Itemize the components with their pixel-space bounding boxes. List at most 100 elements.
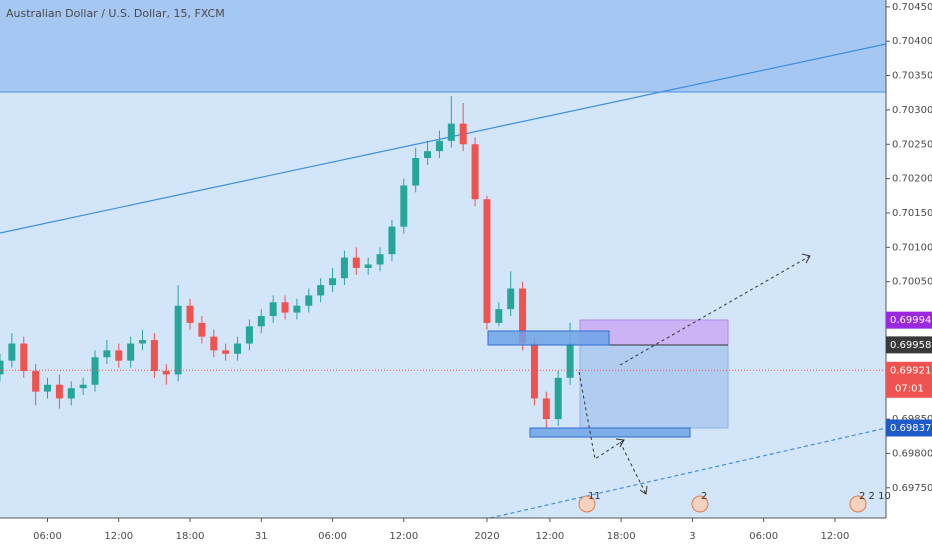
y-tick-label: 0.70050 bbox=[892, 277, 932, 288]
candle-body bbox=[459, 123, 467, 145]
candle-body bbox=[139, 340, 147, 344]
x-tick-label: 31 bbox=[255, 531, 268, 542]
candles bbox=[0, 96, 574, 430]
countdown: 07:01 bbox=[895, 383, 924, 394]
projection-path bbox=[619, 255, 811, 366]
y-tick-label: 0.70300 bbox=[892, 105, 932, 116]
x-tick-label: 12:00 bbox=[535, 531, 564, 542]
candle-body bbox=[281, 302, 289, 313]
arrow-head bbox=[801, 253, 811, 264]
projection-path bbox=[619, 441, 647, 495]
candle-body bbox=[340, 257, 348, 279]
candle-body bbox=[483, 199, 491, 323]
y-tick-label: 0.70100 bbox=[892, 242, 932, 253]
candle-body bbox=[32, 370, 40, 392]
price-tag-label: 0.69837 bbox=[890, 423, 931, 434]
y-tick-label: 0.70150 bbox=[892, 208, 932, 219]
candle-body bbox=[174, 305, 182, 375]
candle-body bbox=[495, 309, 503, 323]
candle-body bbox=[542, 398, 550, 420]
projection-arrows bbox=[578, 255, 811, 495]
event-badge bbox=[691, 495, 709, 513]
event-count: 2 bbox=[701, 491, 707, 502]
y-tick-label: 0.70200 bbox=[892, 174, 932, 185]
candle-body bbox=[376, 254, 384, 265]
price-axis-bg bbox=[886, 0, 932, 550]
candle-body bbox=[20, 343, 28, 371]
candle-body bbox=[44, 384, 52, 392]
candle-body bbox=[150, 340, 158, 371]
candle-body bbox=[424, 151, 432, 159]
candle-body bbox=[8, 343, 16, 361]
price-tag-label: 0.69994 bbox=[890, 315, 931, 326]
candle-body bbox=[245, 326, 253, 344]
candle-body bbox=[554, 377, 562, 420]
price-tag bbox=[886, 419, 932, 437]
candle-body bbox=[388, 226, 396, 255]
x-tick-label: 12:00 bbox=[821, 531, 850, 542]
candle-body bbox=[269, 302, 277, 317]
candle-body bbox=[222, 350, 230, 354]
candle-body bbox=[115, 350, 123, 361]
y-tick-label: 0.70350 bbox=[892, 71, 932, 82]
candle-body bbox=[352, 257, 360, 268]
y-tick-label: 0.70450 bbox=[892, 2, 932, 13]
x-tick-label: 06:00 bbox=[318, 531, 347, 542]
time-axis-bg bbox=[0, 518, 932, 550]
candle-body bbox=[79, 384, 87, 389]
supply-box bbox=[487, 330, 610, 346]
y-tick-label: 0.69750 bbox=[892, 483, 932, 494]
candle-body bbox=[186, 305, 194, 323]
candle-body bbox=[305, 295, 313, 306]
lower-trend-line bbox=[489, 427, 887, 519]
channel-zone bbox=[0, 92, 886, 518]
candle-body bbox=[55, 384, 63, 399]
candle-body bbox=[447, 123, 455, 141]
arrow-heads bbox=[615, 253, 811, 495]
arrow-head bbox=[639, 485, 648, 495]
candle-body bbox=[210, 336, 218, 351]
candle-body bbox=[198, 322, 206, 337]
arrow-head bbox=[615, 438, 625, 448]
event-badge bbox=[849, 495, 867, 513]
candle-body bbox=[257, 316, 265, 327]
x-tick-label: 18:00 bbox=[607, 531, 636, 542]
candle-body bbox=[162, 370, 170, 375]
candle-body bbox=[435, 140, 443, 152]
candle-body bbox=[67, 388, 75, 399]
event-count: 11 bbox=[588, 491, 601, 502]
candle-body bbox=[103, 350, 111, 358]
x-tick-label: 06:00 bbox=[33, 531, 62, 542]
price-tag-label: 0.69958 bbox=[890, 340, 931, 351]
x-tick-label: 12:00 bbox=[104, 531, 133, 542]
candle-body bbox=[317, 285, 325, 296]
price-tag bbox=[886, 336, 932, 354]
demand-box bbox=[529, 427, 691, 438]
candle-body bbox=[234, 343, 242, 354]
candle-body bbox=[91, 357, 99, 385]
y-tick-label: 0.70250 bbox=[892, 139, 932, 150]
candle-body bbox=[400, 185, 408, 227]
y-tick-label: 0.69800 bbox=[892, 448, 932, 459]
stop-box bbox=[579, 344, 729, 429]
candle-body bbox=[530, 343, 538, 399]
x-tick-label: 18:00 bbox=[176, 531, 205, 542]
candle-body bbox=[329, 278, 337, 286]
candle-body bbox=[507, 288, 515, 310]
candle-body bbox=[412, 158, 420, 186]
y-tick-label: 0.70400 bbox=[892, 36, 932, 47]
chart-title: Australian Dollar / U.S. Dollar, 15, FXC… bbox=[6, 7, 225, 20]
candle-body bbox=[127, 343, 135, 361]
x-tick-label: 3 bbox=[689, 531, 695, 542]
event-count: 2 2 10 bbox=[859, 491, 891, 502]
price-tag-label: 0.69921 bbox=[890, 365, 931, 376]
x-tick-label: 2020 bbox=[474, 531, 499, 542]
price-tag bbox=[886, 361, 932, 398]
candle-body bbox=[293, 305, 301, 313]
candle-body bbox=[566, 343, 574, 378]
event-badge bbox=[578, 495, 596, 513]
candle-body bbox=[364, 264, 372, 268]
resistance-zone bbox=[0, 0, 886, 92]
x-tick-label: 12:00 bbox=[389, 531, 418, 542]
